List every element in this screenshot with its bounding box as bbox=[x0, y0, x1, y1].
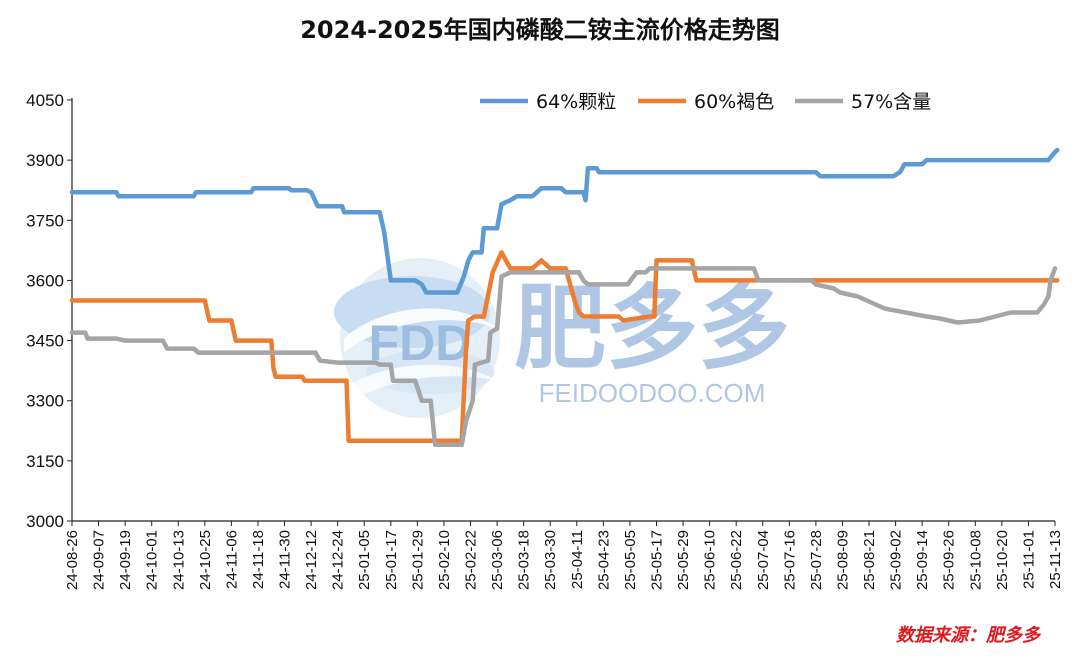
legend-label: 57%含量 bbox=[851, 91, 931, 113]
y-tick-label: 4050 bbox=[26, 91, 64, 110]
x-tick-label: 25-01-05 bbox=[356, 530, 373, 590]
x-tick-label: 24-10-13 bbox=[170, 530, 187, 590]
x-tick-label: 25-03-30 bbox=[542, 530, 559, 590]
x-tick-label: 24-12-24 bbox=[330, 530, 347, 590]
x-tick-label: 25-09-14 bbox=[914, 530, 931, 590]
series-layer bbox=[69, 147, 1060, 448]
x-tick-label: 25-09-02 bbox=[888, 530, 905, 590]
x-tick-label: 25-10-08 bbox=[967, 530, 984, 590]
watermark-domain-text: FEIDOODOO.COM bbox=[539, 378, 766, 408]
x-tick-label: 25-01-29 bbox=[409, 530, 426, 590]
x-tick-label: 25-03-06 bbox=[489, 530, 506, 590]
y-tick-label: 3750 bbox=[26, 211, 64, 230]
y-tick-label: 3900 bbox=[26, 151, 64, 170]
series-line-2 bbox=[69, 250, 1060, 444]
x-tick-label: 24-11-30 bbox=[277, 530, 294, 589]
x-tick-label: 25-04-11 bbox=[569, 530, 586, 589]
x-tick-label: 24-09-19 bbox=[117, 530, 134, 590]
legend-label: 64%颗粒 bbox=[536, 91, 616, 113]
x-tick-label: 24-09-07 bbox=[91, 530, 108, 590]
x-tick-label: 25-05-29 bbox=[675, 530, 692, 590]
x-tick-label: 24-10-25 bbox=[197, 530, 214, 590]
x-tick-label: 25-06-10 bbox=[702, 530, 719, 590]
watermark-logo-text: FDD bbox=[369, 315, 472, 371]
y-axis: 3000 3150 3300 3450 3600 3750 3900 4050 bbox=[26, 91, 73, 531]
series-line-1 bbox=[69, 147, 1060, 295]
x-tick-label: 25-01-17 bbox=[383, 530, 400, 590]
x-tick-label: 24-11-18 bbox=[250, 530, 267, 589]
x-tick-label: 25-05-05 bbox=[622, 530, 639, 590]
y-tick-label: 3000 bbox=[26, 512, 64, 531]
x-tick-label: 25-02-10 bbox=[436, 530, 453, 590]
source-note: 数据来源：肥多多 bbox=[896, 625, 1042, 646]
x-tick-label: 25-06-22 bbox=[728, 530, 745, 590]
x-tick-label: 25-04-23 bbox=[595, 530, 612, 590]
x-tick-label: 25-09-26 bbox=[941, 530, 958, 590]
x-tick-label: 25-02-22 bbox=[463, 530, 480, 590]
x-tick-label: 25-07-16 bbox=[781, 530, 798, 590]
y-tick-label: 3600 bbox=[26, 271, 64, 290]
x-tick-label: 25-08-21 bbox=[861, 530, 878, 590]
x-tick-label: 25-07-04 bbox=[755, 530, 772, 590]
x-tick-label: 25-11-01 bbox=[1020, 530, 1037, 589]
y-tick-label: 3150 bbox=[26, 452, 64, 471]
chart-title: 2024-2025年国内磷酸二铵主流价格走势图 bbox=[300, 16, 780, 44]
legend: 64%颗粒 60%褐色 57%含量 bbox=[480, 91, 931, 113]
x-tick-label: 25-08-09 bbox=[834, 530, 851, 590]
x-tick-label: 24-08-26 bbox=[64, 530, 81, 590]
x-tick-label: 25-07-28 bbox=[808, 530, 825, 590]
y-tick-label: 3450 bbox=[26, 332, 64, 351]
watermark: FDD 肥多多 FEIDOODOO.COM bbox=[334, 258, 790, 418]
x-tick-label: 25-05-17 bbox=[648, 530, 665, 590]
y-tick-label: 3300 bbox=[26, 392, 64, 411]
x-axis: 24-08-26 24-09-07 24-09-19 24-10-01 24-10-13… bbox=[64, 520, 1064, 590]
series-line-3 bbox=[69, 266, 1058, 448]
x-tick-label: 24-12-12 bbox=[303, 530, 320, 590]
x-tick-label: 24-11-06 bbox=[223, 530, 240, 589]
watermark-brand-text: 肥多多 bbox=[514, 275, 790, 382]
x-tick-label: 24-10-01 bbox=[144, 530, 161, 590]
legend-label: 60%褐色 bbox=[694, 91, 774, 113]
x-tick-label: 25-10-20 bbox=[994, 530, 1011, 590]
x-tick-label: 25-11-13 bbox=[1047, 530, 1064, 589]
x-tick-label: 25-03-18 bbox=[516, 530, 533, 590]
